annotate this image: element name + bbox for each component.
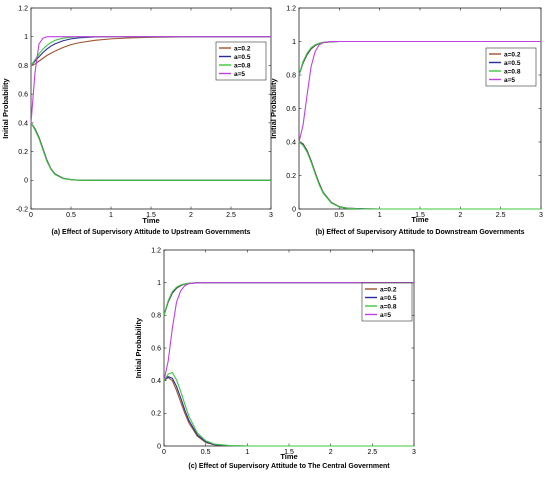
y-tick-label: 0.2: [286, 173, 296, 180]
y-tick-label: 1.2: [151, 247, 161, 254]
y-axis-label: Initial Probability: [134, 317, 143, 378]
x-axis-label: Time: [411, 215, 428, 224]
series-line-7: [30, 122, 271, 181]
x-tick-label: 0.5: [66, 212, 76, 219]
x-tick-label: 0.5: [201, 449, 211, 456]
legend-label: a=0.2: [234, 45, 251, 52]
y-tick-label: 0.6: [286, 106, 296, 113]
x-tick-label: 2: [458, 212, 462, 219]
legend-label: a=5: [380, 312, 391, 319]
panel-caption: (c) Effect of Supervisory Attitude to Th…: [188, 463, 390, 470]
x-tick-label: 3: [539, 212, 543, 219]
legend-label: a=0.2: [504, 51, 521, 58]
legend-label: a=0.8: [380, 303, 397, 310]
x-tick-label: 2.5: [496, 212, 506, 219]
y-tick-label: 0.8: [151, 313, 161, 320]
chart-panel-2: 0 0.5 1 1.5 2 2.5 3 0 0.2 0.4 0.6 0.8 1 1.2 Time Initia…: [269, 5, 543, 236]
y-tick-label: 0: [157, 443, 161, 450]
y-tick-label: 1: [24, 34, 28, 41]
y-tick-label: 0: [24, 178, 28, 185]
legend-label: a=0.5: [234, 54, 251, 61]
series-line-7: [163, 371, 414, 447]
x-tick-label: 3: [269, 212, 273, 219]
series-line-4: [30, 36, 271, 123]
y-tick-label: 0.6: [151, 345, 161, 352]
x-tick-label: 1.5: [415, 212, 425, 219]
y-tick-label: -0.2: [16, 206, 28, 213]
x-tick-label: 1: [245, 449, 249, 456]
chart-panel-3: 0 0.5 1 1.5 2 2.5 3 0 0.2 0.4 0.6 0.8 1 1.2 Time Initia…: [134, 247, 416, 470]
x-tick-label: 2: [329, 449, 333, 456]
legend-label: a=5: [234, 71, 245, 78]
legend-label: a=0.5: [504, 60, 521, 67]
x-axis-label: Time: [142, 216, 159, 225]
y-tick-label: 0.4: [18, 120, 28, 127]
y-tick-label: 0.2: [151, 411, 161, 418]
y-axis-label: Initial Probability: [1, 77, 10, 138]
chart-panel-1: 0 0.5 1 1.5 2 2.5 3-0.200.20.40.60.811.2TimeIn…: [1, 5, 273, 236]
y-tick-label: 1: [157, 280, 161, 287]
plot-area: [298, 7, 542, 210]
x-tick-label: 0.5: [334, 212, 344, 219]
x-tick-label: 2.5: [367, 449, 377, 456]
legend-label: a=5: [504, 77, 515, 84]
plot-area: [30, 7, 272, 210]
y-tick-label: 0: [292, 206, 296, 213]
plot-area: [163, 249, 415, 447]
x-tick-label: 1: [109, 212, 113, 219]
panel-caption: (a) Effect of Supervisory Attitude to Up…: [52, 229, 251, 236]
y-tick-label: 0.8: [286, 72, 296, 79]
y-tick-label: 1.2: [286, 5, 296, 12]
y-tick-label: 0.6: [18, 92, 28, 99]
series-line-4: [163, 282, 414, 381]
x-tick-label: 3: [412, 449, 416, 456]
y-tick-label: 1: [292, 39, 296, 46]
y-tick-label: 0.4: [286, 139, 296, 146]
y-tick-label: 0.8: [18, 63, 28, 70]
y-tick-label: 0.2: [18, 149, 28, 156]
legend-label: a=0.5: [380, 295, 397, 302]
x-tick-label: 0: [162, 449, 166, 456]
x-axis-label: Time: [280, 452, 297, 461]
x-tick-label: 1.5: [284, 449, 294, 456]
x-tick-label: 1.5: [146, 212, 156, 219]
series-line-7: [298, 141, 541, 210]
y-tick-label: 1.2: [18, 5, 28, 12]
x-tick-label: 1: [378, 212, 382, 219]
legend-label: a=0.8: [234, 62, 251, 69]
x-tick-label: 2: [189, 212, 193, 219]
x-tick-label: 0: [297, 212, 301, 219]
y-axis-label: Initial Probability: [269, 77, 278, 138]
series-line-4: [298, 40, 541, 143]
y-tick-label: 0.4: [151, 378, 161, 385]
x-tick-label: 2.5: [226, 212, 236, 219]
legend-label: a=0.8: [504, 68, 521, 75]
x-tick-label: 0: [29, 212, 33, 219]
panel-caption: (b) Effect of Supervisory Attitude to Do…: [316, 229, 525, 236]
legend-label: a=0.2: [380, 286, 397, 293]
